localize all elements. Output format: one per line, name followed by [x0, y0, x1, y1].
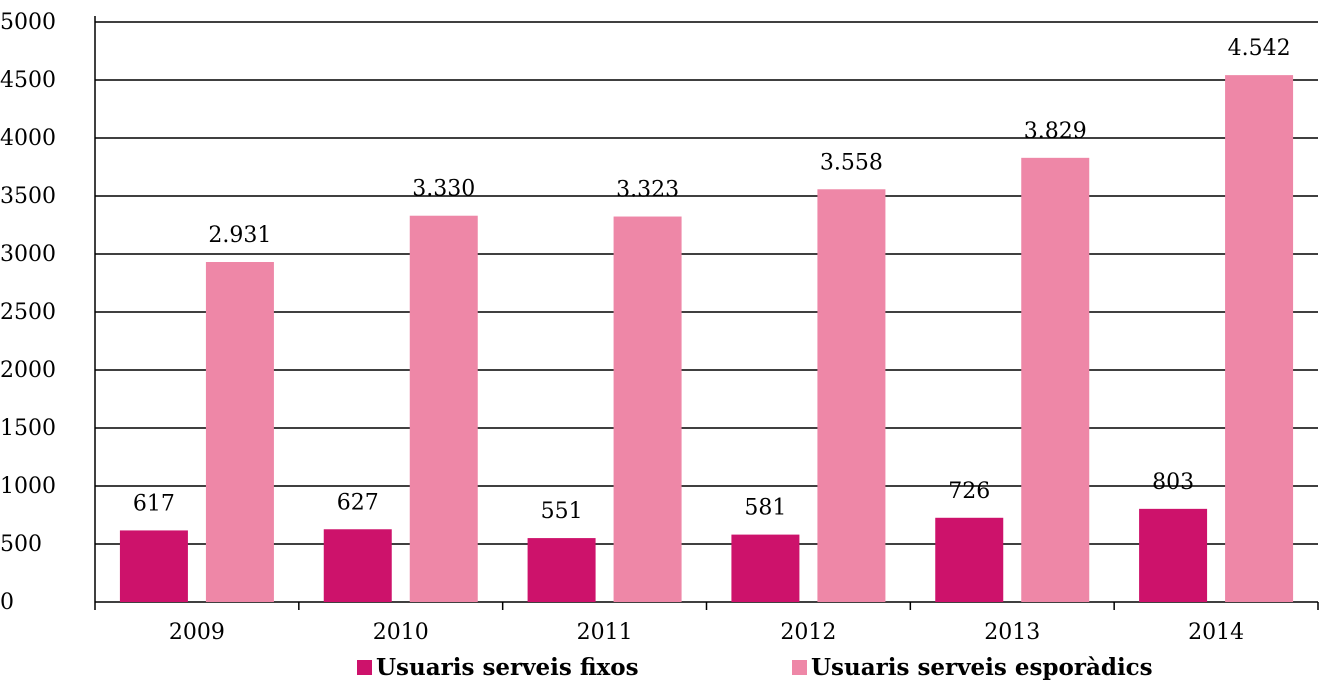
bar	[119, 530, 188, 602]
y-tick-label: 3500	[0, 184, 56, 209]
x-tick-label: 2014	[1188, 620, 1244, 645]
x-tick-label: 2012	[780, 620, 836, 645]
y-tick-label: 4000	[0, 126, 56, 151]
data-label: 3.558	[820, 150, 883, 175]
axes: 0 500 1000 1500 2000 2500 3000 3500 4000 4500 5000…	[0, 10, 1319, 645]
y-tick-label: 0	[0, 590, 14, 615]
bar	[613, 216, 682, 603]
data-label: 803	[1152, 470, 1194, 495]
bar	[935, 517, 1004, 602]
legend-swatch	[792, 660, 807, 675]
y-tick-label: 2500	[0, 300, 56, 325]
bar	[409, 215, 478, 602]
legend: Usuaris serveis fixos Usuaris serveis esp…	[357, 654, 1153, 681]
y-tick-label: 4500	[0, 68, 56, 93]
y-tick-label: 2000	[0, 358, 56, 383]
legend-swatch	[357, 660, 372, 675]
x-tick-label: 2013	[984, 620, 1040, 645]
data-label: 2.931	[208, 223, 271, 248]
bar	[205, 262, 274, 602]
data-label: 4.542	[1228, 36, 1291, 61]
y-tick-label: 5000	[0, 10, 56, 35]
bar	[1139, 508, 1208, 602]
data-label: 726	[948, 479, 990, 504]
y-tick-label: 3000	[0, 242, 56, 267]
x-tick-label: 2009	[169, 620, 225, 645]
x-tick-label: 2010	[373, 620, 429, 645]
y-tick-label: 1000	[0, 474, 56, 499]
bar	[817, 189, 886, 602]
bars	[119, 75, 1294, 603]
bar	[323, 529, 392, 602]
x-tick-label: 2011	[577, 620, 633, 645]
data-label: 581	[744, 496, 786, 521]
data-labels: 617 2.931 627 3.330 551 3.323 581 3.558 726 3.829…	[133, 36, 1291, 524]
y-tick-label: 1500	[0, 416, 56, 441]
data-label: 551	[541, 499, 583, 524]
data-label: 627	[337, 490, 379, 515]
bar	[731, 534, 800, 602]
data-label: 617	[133, 491, 175, 516]
bar	[527, 538, 596, 602]
data-label: 3.829	[1024, 119, 1087, 144]
legend-label: Usuaris serveis fixos	[376, 654, 639, 681]
data-label: 3.330	[412, 177, 475, 202]
data-label: 3.323	[616, 178, 679, 203]
gridlines	[95, 21, 1318, 545]
bar	[1225, 75, 1294, 603]
y-tick-label: 500	[0, 532, 42, 557]
bar	[1021, 157, 1090, 602]
legend-label: Usuaris serveis esporàdics	[811, 654, 1153, 681]
